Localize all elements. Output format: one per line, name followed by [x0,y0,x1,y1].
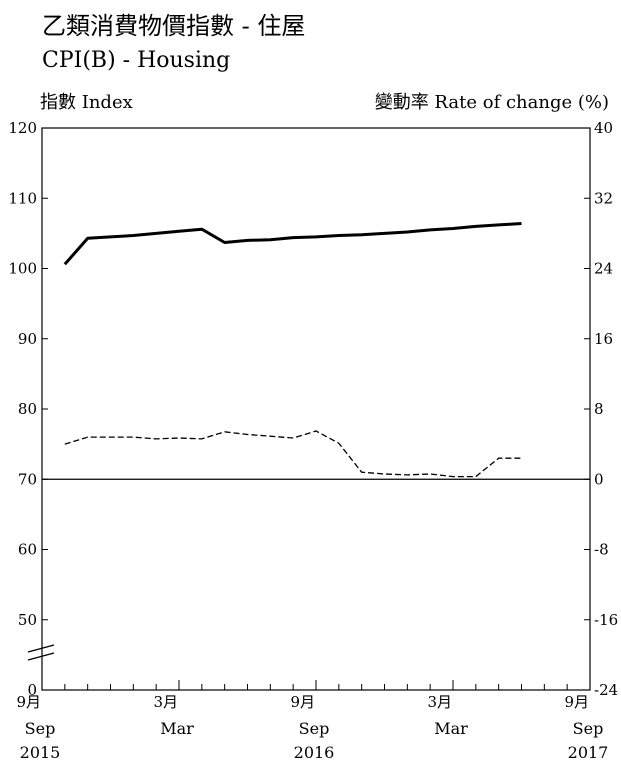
x-axis-label-month: Sep [299,719,330,738]
x-axis-label-year: 2016 [294,743,335,762]
right-axis-tick-label: -16 [594,611,618,629]
left-axis-title: 指數 Index [40,92,133,113]
left-axis-tick-label: 0 [27,681,37,699]
x-axis-label-chinese: 3月 [153,693,178,711]
x-axis-label-chinese: 9月 [564,693,589,711]
left-axis-tick-label: 110 [8,189,37,207]
axis-break-mark [27,644,55,653]
right-axis-tick-label: -8 [594,541,609,559]
right-axis-tick-label: 0 [594,470,604,488]
right-axis-tick-label: 8 [594,400,604,418]
left-axis-tick-label: 120 [8,119,37,137]
index-line [63,222,522,266]
x-axis-label-year: 2015 [20,743,61,762]
left-axis-tick-label: 90 [18,330,37,348]
plot-frame [41,127,591,691]
rate-of-change-line [64,430,522,478]
x-axis-label-year: 2017 [568,743,609,762]
x-axis-label-chinese: 9月 [290,693,315,711]
right-axis-tick-label: 24 [594,260,613,278]
x-axis-label-month: Sep [25,719,56,738]
axis-break-mark [27,652,55,661]
left-axis-tick-label: 80 [18,400,37,418]
chart-title-english: CPI(B) - Housing [42,48,231,73]
x-axis-label-month: Mar [434,719,468,738]
x-axis-label-chinese: 3月 [427,693,452,711]
right-axis-title: 變動率 Rate of change (%) [374,92,609,113]
left-axis-tick-label: 50 [18,611,37,629]
left-axis-tick-label: 100 [8,260,37,278]
x-axis-label-month: Mar [160,719,194,738]
left-axis-tick-label: 70 [18,470,37,488]
right-axis-tick-label: 16 [594,330,613,348]
chart-title-chinese: 乙類消費物價指數 - 住屋 [42,12,306,40]
x-axis-label-month: Sep [573,719,604,738]
right-axis-tick-label: -24 [594,681,618,699]
right-axis-tick-label: 32 [594,189,613,207]
right-axis-tick-label: 40 [594,119,613,137]
left-axis-tick-label: 60 [18,541,37,559]
x-axis-label-chinese: 9月 [16,693,41,711]
